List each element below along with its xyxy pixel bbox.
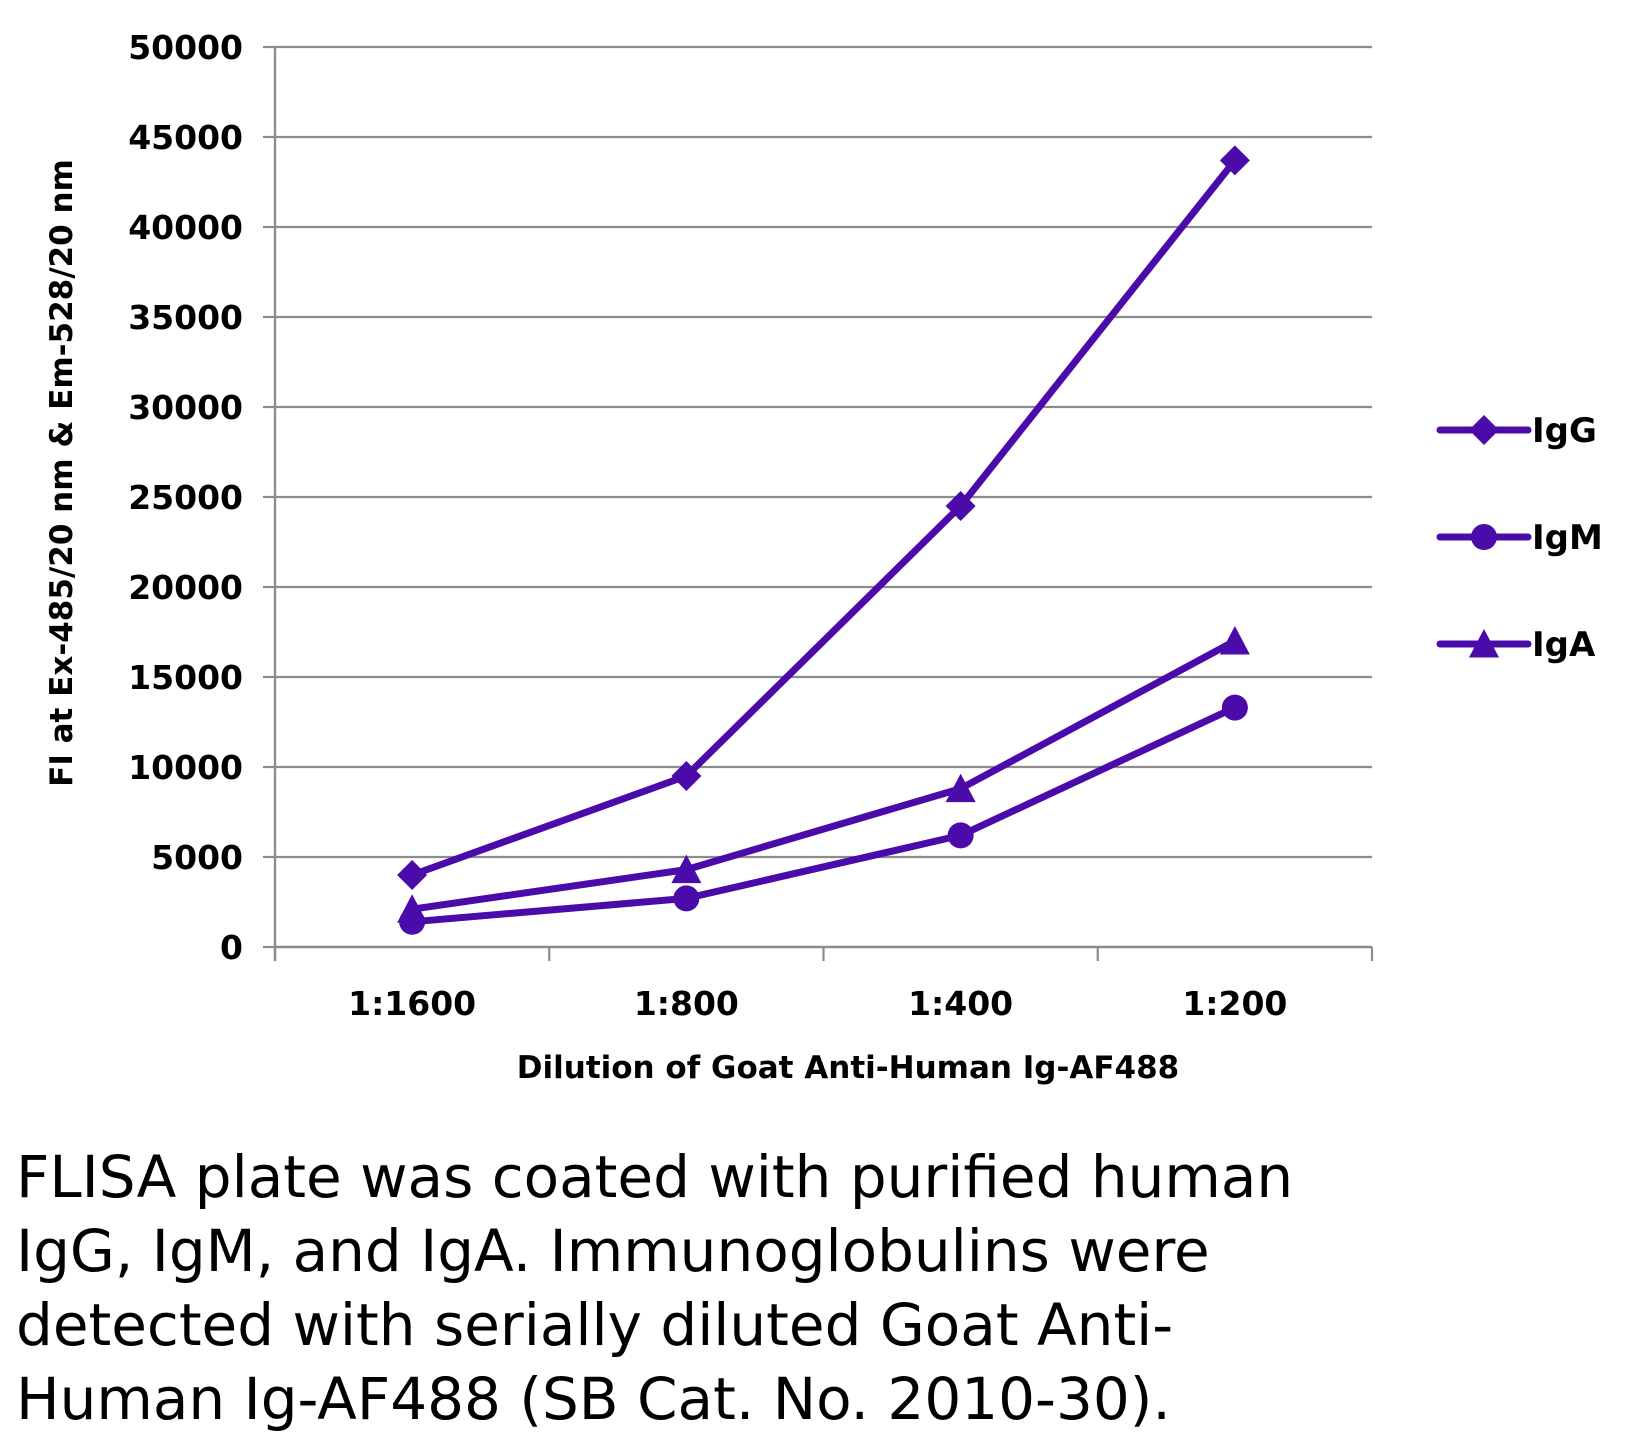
y-tick-label-15000: 15000 <box>128 658 243 697</box>
y-tick-label-20000: 20000 <box>128 568 243 607</box>
legend: IgG IgM IgA <box>1436 411 1603 665</box>
point-IgA-1:200 <box>1219 626 1250 655</box>
legend-marker-IgM <box>1471 524 1497 550</box>
y-tick-label-30000: 30000 <box>128 388 243 427</box>
series-line-IgM <box>408 704 1239 926</box>
point-IgG-1:400 <box>945 491 976 521</box>
gridlines <box>275 45 1372 859</box>
caption-line-1: FLISA plate was coated with purified hum… <box>16 1143 1294 1211</box>
y-tick-label-40000: 40000 <box>128 208 243 247</box>
caption-line-3: detected with serially diluted Goat Anti… <box>16 1291 1174 1359</box>
y-tick-label-50000: 50000 <box>128 28 243 67</box>
legend-marker-IgG <box>1469 415 1499 445</box>
series-line-IgG <box>408 156 1239 879</box>
y-tick-label-25000: 25000 <box>128 478 243 517</box>
point-IgM-1:800 <box>673 885 700 912</box>
x-tick-label-1:200: 1:200 <box>1182 984 1287 1023</box>
x-tick-label-1:400: 1:400 <box>908 984 1013 1023</box>
y-tick-label-5000: 5000 <box>151 838 243 877</box>
legend-marker-IgA <box>1469 629 1499 658</box>
legend-label-IgM: IgM <box>1532 518 1603 558</box>
y-tick-labels: 0 5000 10000 15000 20000 25000 30000 35000 40000… <box>128 28 243 967</box>
figure-caption: FLISA plate was coated with purified hum… <box>16 1140 1606 1436</box>
x-tick-labels: 1:1600 1:800 1:400 1:200 <box>348 984 1287 1023</box>
x-tick-label-1:1600: 1:1600 <box>348 984 476 1023</box>
point-IgA-1:400 <box>945 773 976 803</box>
elisa-line-chart: 0 5000 10000 15000 20000 25000 30000 35000 40000… <box>44 28 1603 1086</box>
point-IgM-1:200 <box>1221 694 1248 721</box>
caption-line-4: Human Ig-AF488 (SB Cat. No. 2010-30). <box>16 1365 1171 1433</box>
legend-label-IgG: IgG <box>1532 411 1597 451</box>
y-tick-label-0: 0 <box>220 928 243 967</box>
series-lines <box>397 145 1250 935</box>
legend-label-IgA: IgA <box>1532 625 1596 665</box>
point-IgA-1:800 <box>671 854 702 884</box>
point-IgG-1:200 <box>1219 145 1250 176</box>
y-tick-label-45000: 45000 <box>128 118 243 157</box>
y-tick-label-10000: 10000 <box>128 748 243 787</box>
series-line-IgA <box>408 637 1239 913</box>
y-tick-label-35000: 35000 <box>128 298 243 337</box>
y-axis-title: FI at Ex-485/20 nm & Em-528/20 nm <box>44 159 80 787</box>
x-axis-title: Dilution of Goat Anti-Human Ig-AF488 <box>517 1050 1179 1086</box>
axes <box>263 45 1374 961</box>
x-tick-label-1:800: 1:800 <box>634 984 739 1023</box>
point-IgM-1:400 <box>947 822 974 849</box>
point-IgG-1:1600 <box>397 860 428 890</box>
caption-line-2: IgG, IgM, and IgA. Immunoglobulins were <box>16 1217 1210 1285</box>
point-IgG-1:800 <box>671 761 702 791</box>
point-IgA-1:1600 <box>397 894 428 923</box>
